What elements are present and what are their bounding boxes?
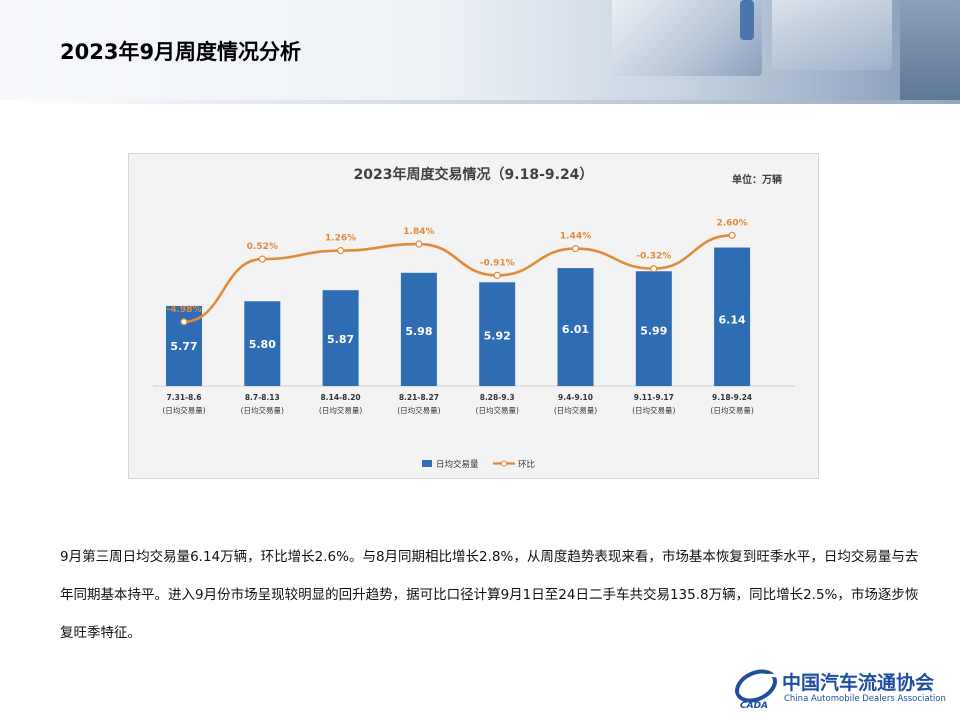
x-tick-label: 7.31-8.6 bbox=[167, 393, 202, 402]
x-tick-sublabel: (日均交易量) bbox=[632, 405, 675, 415]
bar bbox=[479, 282, 516, 386]
logo-name-cn: 中国汽车流通协会 bbox=[782, 672, 935, 694]
bar bbox=[557, 268, 594, 386]
decorative-cube bbox=[740, 0, 754, 40]
mom-point bbox=[728, 231, 736, 239]
page-title: 2023年9月周度情况分析 bbox=[60, 40, 302, 64]
mom-point bbox=[571, 244, 580, 253]
chart-unit: 单位：万辆 bbox=[732, 175, 782, 186]
x-tick-sublabel: (日均交易量) bbox=[710, 405, 753, 415]
mom-value-label: 1.44% bbox=[560, 232, 591, 242]
mom-value-label: 2.60% bbox=[716, 218, 747, 228]
legend-line-label: 环比 bbox=[518, 459, 535, 470]
bar bbox=[400, 272, 437, 386]
bar-value-label: 5.77 bbox=[170, 340, 197, 353]
legend-bar-label: 日均交易量 bbox=[436, 459, 479, 470]
bar-value-label: 5.99 bbox=[640, 324, 667, 337]
decorative-cube bbox=[612, 0, 762, 76]
bar-value-label: 5.98 bbox=[405, 325, 432, 338]
cada-logo: CADA 中国汽车流通协会 China Automobile Dealers A… bbox=[734, 664, 946, 712]
mom-point bbox=[337, 247, 345, 255]
bar-value-label: 6.14 bbox=[719, 314, 746, 327]
bar-value-label: 6.01 bbox=[562, 323, 589, 336]
x-tick-sublabel: (日均交易量) bbox=[162, 405, 205, 415]
mom-point bbox=[258, 255, 266, 263]
mom-value-label: 1.26% bbox=[325, 234, 356, 244]
bar bbox=[635, 271, 672, 386]
x-tick-label: 8.7-8.13 bbox=[245, 393, 280, 402]
bar-value-label: 5.87 bbox=[327, 333, 354, 346]
header-divider bbox=[0, 100, 960, 104]
bar bbox=[714, 247, 751, 386]
x-tick-label: 9.11-9.17 bbox=[634, 393, 674, 402]
bar bbox=[244, 301, 281, 386]
x-tick-sublabel: (日均交易量) bbox=[241, 405, 284, 415]
bar bbox=[322, 290, 359, 386]
x-tick-sublabel: (日均交易量) bbox=[476, 405, 519, 415]
chart-panel: 2023年周度交易情况（9.18-9.24） 单位：万辆 5.77 7.31-8.… bbox=[128, 153, 819, 479]
chart-title: 2023年周度交易情况（9.18-9.24） bbox=[353, 167, 594, 183]
cada-logo-text: CADA bbox=[740, 701, 768, 710]
bar-value-label: 5.80 bbox=[249, 338, 276, 351]
x-tick-sublabel: (日均交易量) bbox=[554, 405, 597, 415]
legend-bar-swatch bbox=[422, 460, 432, 467]
x-tick-label: 8.14-8.20 bbox=[321, 393, 361, 402]
mom-value-label: -0.32% bbox=[636, 252, 671, 262]
cada-logo-mark: CADA bbox=[735, 669, 777, 710]
decorative-cube bbox=[900, 0, 960, 103]
chart-plot: 5.77 7.31-8.6 (日均交易量) 5.80 8.7-8.13 (日均交易量) 5.… bbox=[153, 218, 795, 470]
x-tick-label: 9.18-9.24 bbox=[712, 393, 752, 402]
x-tick-label: 8.28-9.3 bbox=[480, 393, 515, 402]
bar-value-label: 5.92 bbox=[484, 329, 511, 342]
x-tick-sublabel: (日均交易量) bbox=[397, 405, 440, 415]
analysis-paragraph: 9月第三周日均交易量6.14万辆，环比增长2.6%。与8月同期相比增长2.8%，… bbox=[60, 549, 919, 641]
mom-value-label: 1.84% bbox=[403, 227, 434, 237]
legend-line-marker bbox=[501, 460, 507, 467]
logo-name-en: China Automobile Dealers Association bbox=[784, 694, 946, 704]
mom-point bbox=[650, 265, 658, 273]
x-tick-label: 9.4-9.10 bbox=[558, 393, 593, 402]
x-tick-label: 8.21-8.27 bbox=[399, 393, 439, 402]
mom-value-label: -0.91% bbox=[480, 258, 515, 268]
mom-value-label: -4.98% bbox=[167, 305, 202, 315]
mom-point bbox=[493, 271, 501, 279]
x-tick-sublabel: (日均交易量) bbox=[319, 405, 362, 415]
header-banner bbox=[0, 0, 960, 103]
mom-point bbox=[180, 318, 188, 326]
mom-point bbox=[415, 240, 423, 248]
decorative-cube bbox=[772, 0, 892, 70]
mom-value-label: 0.52% bbox=[247, 242, 278, 252]
